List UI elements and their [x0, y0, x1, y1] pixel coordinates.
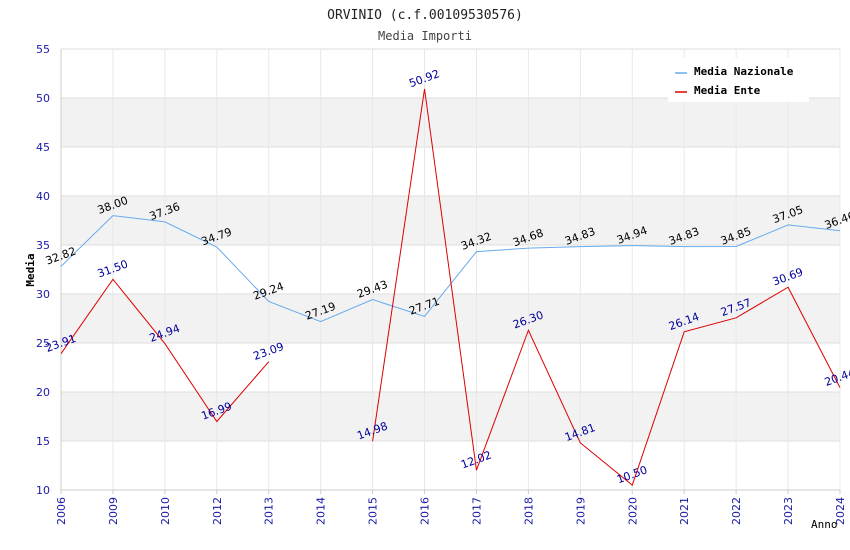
y-tick-label: 20	[36, 386, 50, 399]
x-tick-label: 2006	[55, 497, 68, 525]
y-tick-label: 10	[36, 484, 50, 497]
plot-band	[61, 392, 840, 441]
legend-label-media-nazionale: Media Nazionale	[694, 65, 794, 78]
x-tick-label: 2020	[626, 497, 639, 525]
y-tick-label: 50	[36, 92, 50, 105]
plot-background-bands	[61, 49, 840, 490]
plot-band	[61, 245, 840, 294]
x-tick-labels: 2006 2009 2010 2012 2013 2014 2015 2016 2017 2018…	[55, 497, 847, 525]
series-line-media-ente	[60, 278, 270, 423]
x-tick-label: 2013	[263, 497, 276, 525]
plot-band	[61, 147, 840, 196]
series-lines	[60, 88, 841, 486]
plot-band	[61, 98, 840, 147]
x-tick-label: 2021	[678, 497, 691, 525]
x-tick-label: 2010	[159, 497, 172, 525]
legend-box	[668, 58, 809, 102]
plot-band	[61, 343, 840, 392]
x-tick-label: 2024	[834, 497, 847, 525]
y-tick-label: 25	[36, 337, 50, 350]
legend-label-media-ente: Media Ente	[694, 84, 761, 97]
y-tick-labels: 10 15 20 25 30 35 40 45 50 55	[36, 43, 50, 497]
plot-band	[61, 441, 840, 490]
y-tick-label: 40	[36, 190, 50, 203]
gridlines	[60, 48, 841, 494]
y-tick-label: 15	[36, 435, 50, 448]
x-tick-label: 2018	[522, 497, 535, 525]
x-tick-label: 2022	[730, 497, 743, 525]
x-tick-label: 2015	[367, 497, 380, 525]
y-tick-label: 45	[36, 141, 50, 154]
series-line-media-ente	[372, 88, 841, 486]
plot-band	[61, 196, 840, 245]
x-tick-label: 2019	[574, 497, 587, 525]
chart-subtitle: Media Importi	[378, 29, 472, 43]
x-tick-label: 2009	[107, 497, 120, 525]
x-axis-title: Anno	[811, 518, 838, 531]
y-tick-label: 35	[36, 239, 50, 252]
x-tick-label: 2017	[470, 497, 483, 525]
x-tick-label: 2012	[211, 497, 224, 525]
y-tick-label: 55	[36, 43, 50, 56]
series-line-media-nazionale	[60, 215, 841, 323]
x-tick-label: 2023	[782, 497, 795, 525]
legend: Media Nazionale Media Ente	[668, 58, 809, 102]
y-tick-label: 30	[36, 288, 50, 301]
y-axis-title: Media	[24, 253, 37, 286]
chart-title: ORVINIO (c.f.00109530576)	[327, 8, 523, 23]
x-tick-label: 2014	[315, 497, 328, 525]
plot-band	[61, 294, 840, 343]
x-tick-label: 2016	[419, 497, 432, 525]
axes	[60, 49, 840, 491]
